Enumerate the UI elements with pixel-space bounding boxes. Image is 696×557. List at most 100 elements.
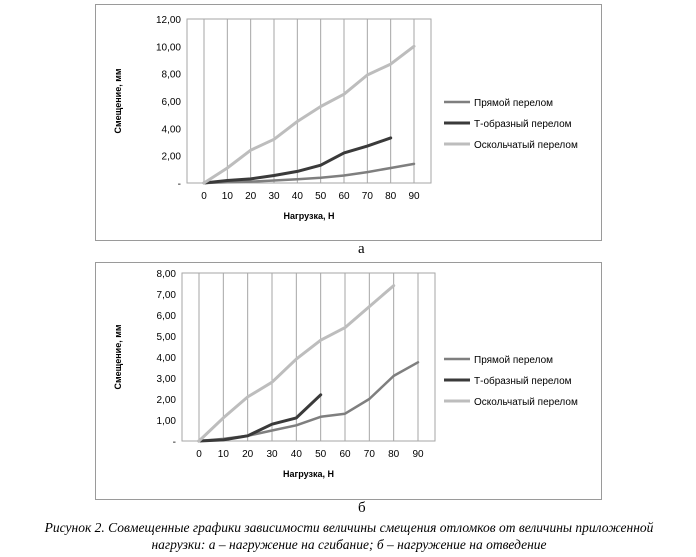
chart-1-legend-label-0: Прямой перелом bbox=[474, 355, 553, 366]
chart-0-y-tick-label: - bbox=[178, 179, 181, 190]
chart-1-y-tick-label: 4,00 bbox=[157, 353, 177, 364]
chart-0-y-axis-label: Смещение, мм bbox=[113, 68, 123, 133]
chart-1-series-2-point-0 bbox=[198, 440, 200, 442]
chart-0-series-0-point-8 bbox=[389, 167, 392, 169]
chart-0-series-2-point-9 bbox=[413, 45, 415, 48]
chart-0-series-1-point-7 bbox=[366, 145, 369, 147]
chart-0-series-2-point-4 bbox=[296, 120, 299, 123]
chart-0-series-0-point-7 bbox=[366, 171, 369, 173]
chart-0-x-tick-label: 90 bbox=[408, 191, 420, 202]
chart-0-series-2-point-2 bbox=[249, 149, 252, 151]
chart-1-x-tick-label: 30 bbox=[266, 449, 278, 460]
chart-1-x-tick-label: 0 bbox=[196, 449, 202, 460]
chart-0-plot-frame bbox=[186, 18, 432, 184]
chart-0-series-1-point-3 bbox=[273, 174, 275, 177]
chart-1-y-tick-label: 3,00 bbox=[157, 374, 177, 385]
chart-0-series-1-point-1 bbox=[226, 179, 229, 182]
chart-0-series-1-point-6 bbox=[343, 152, 345, 154]
chart-0-x-tick-label: 80 bbox=[385, 191, 397, 202]
chart-0-legend-label-2: Оскольчатый перелом bbox=[474, 140, 578, 151]
chart-1-x-tick-label: 20 bbox=[242, 449, 254, 460]
chart-1-x-tick-label: 40 bbox=[291, 449, 303, 460]
chart-1-y-tick-label: - bbox=[173, 437, 176, 448]
chart-0-x-tick-label: 30 bbox=[268, 191, 280, 202]
chart-0-y-tick-label: 10,00 bbox=[156, 42, 181, 53]
chart-0-series-0-point-3 bbox=[273, 179, 275, 182]
chart-0-series-0-point-5 bbox=[319, 177, 322, 179]
chart-0-x-tick-label: 70 bbox=[362, 191, 374, 202]
chart-1-series-line-1 bbox=[197, 393, 323, 443]
figure-caption-line-2: нагрузки: а – нагружение на сгибание; б … bbox=[151, 537, 547, 552]
chart-0-x-tick-label: 20 bbox=[245, 191, 257, 202]
chart-1-series-0-point-8 bbox=[392, 375, 395, 377]
chart-1-x-tick-label: 70 bbox=[364, 449, 376, 460]
chart-0-series-2-point-6 bbox=[343, 93, 345, 95]
chart-1-series-2-point-8 bbox=[392, 284, 395, 287]
chart-1-y-tick-label: 2,00 bbox=[157, 395, 177, 406]
chart-1-series-2-point-6 bbox=[344, 326, 346, 329]
chart-0-x-tick-label: 10 bbox=[222, 191, 234, 202]
chart-0-series-1-point-5 bbox=[319, 164, 322, 167]
chart-0-x-tick-label: 40 bbox=[292, 191, 304, 202]
chart-1-y-tick-label: 5,00 bbox=[157, 332, 177, 343]
panel-b-label: б bbox=[358, 500, 366, 516]
chart-1-series-2-point-2 bbox=[246, 396, 249, 398]
chart-0-x-tick-label: 60 bbox=[338, 191, 350, 202]
chart-0-y-tick-label: 6,00 bbox=[162, 97, 182, 108]
chart-1-series-0-point-5 bbox=[319, 416, 322, 418]
chart-1-y-axis-label: Смещение, мм bbox=[113, 324, 123, 389]
chart-1-series-2-point-3 bbox=[271, 381, 273, 383]
chart-0-y-tick-label: 4,00 bbox=[162, 124, 182, 135]
chart-1-x-tick-label: 50 bbox=[315, 449, 327, 460]
chart-0-series-line-0 bbox=[202, 162, 416, 185]
chart-1-legend-label-1: Т-образный перелом bbox=[474, 375, 572, 387]
chart-1-x-tick-label: 60 bbox=[339, 449, 351, 460]
chart-0-x-tick-label: 0 bbox=[201, 191, 207, 202]
chart-1-series-1-point-3 bbox=[271, 423, 273, 425]
chart-0-series-2-point-0 bbox=[203, 182, 205, 184]
chart-0-y-tick-label: 8,00 bbox=[162, 70, 182, 81]
chart-1-series-1-point-1 bbox=[222, 439, 225, 441]
chart-1-series-0-point-3 bbox=[271, 429, 273, 432]
chart-0-series-2-point-7 bbox=[366, 74, 369, 76]
chart-1-series-1-point-4 bbox=[295, 417, 298, 419]
chart-b-svg: - 1,00 2,00 3,00 4,00 5,00 6,00 7,00 8,00 0 10 20 30… bbox=[113, 269, 578, 479]
chart-0-series-line-2 bbox=[202, 44, 416, 185]
chart-0-series-2-point-1 bbox=[226, 167, 229, 169]
chart-1-x-tick-label: 80 bbox=[388, 449, 400, 460]
chart-1-x-tick-label: 90 bbox=[412, 449, 424, 460]
chart-1-y-tick-label: 1,00 bbox=[157, 416, 177, 427]
chart-1-series-1-point-2 bbox=[246, 434, 249, 437]
chart-0-x-axis-label: Нагрузка, Н bbox=[283, 211, 334, 221]
chart-0-legend-label-1: Т-образный перелом bbox=[474, 118, 572, 130]
chart-1-series-2-point-1 bbox=[222, 417, 225, 419]
chart-1-series-0-point-7 bbox=[368, 398, 371, 400]
chart-0-series-1-point-4 bbox=[296, 170, 299, 173]
chart-1-series-0-point-4 bbox=[295, 424, 298, 427]
chart-1-plot-frame bbox=[181, 272, 436, 442]
chart-0-series-0-point-9 bbox=[413, 163, 415, 165]
chart-1-legend-label-2: Оскольчатый перелом bbox=[474, 397, 578, 408]
chart-a-svg: - 2,00 4,00 6,00 8,00 10,00 12,00 0 10 20 30 40 50 60… bbox=[113, 15, 578, 221]
chart-1-series-2-point-7 bbox=[368, 305, 371, 308]
chart-1-series-line-0 bbox=[197, 361, 420, 443]
chart-1-x-tick-label: 10 bbox=[218, 449, 230, 460]
chart-1-series-2-point-4 bbox=[295, 358, 298, 360]
chart-1-series-1-point-5 bbox=[319, 394, 322, 396]
chart-0-series-2-point-5 bbox=[319, 105, 322, 108]
panel-a-label: а bbox=[358, 241, 365, 257]
chart-0-series-2-point-3 bbox=[273, 138, 275, 141]
chart-0-series-0-point-6 bbox=[343, 174, 345, 177]
chart-panel-b: - 1,00 2,00 3,00 4,00 5,00 6,00 7,00 8,00 0 10 20 30… bbox=[95, 262, 602, 500]
chart-1-y-tick-label: 7,00 bbox=[157, 290, 177, 301]
chart-panel-a: - 2,00 4,00 6,00 8,00 10,00 12,00 0 10 20 30 40 50 60… bbox=[95, 4, 602, 241]
chart-1-series-0-point-9 bbox=[417, 361, 419, 364]
chart-0-legend-label-0: Прямой перелом bbox=[474, 98, 553, 109]
chart-0-x-tick-label: 50 bbox=[315, 191, 327, 202]
chart-0-y-tick-label: 12,00 bbox=[156, 15, 181, 26]
chart-1-series-0-point-6 bbox=[344, 412, 346, 415]
chart-0-series-0-point-4 bbox=[296, 178, 299, 180]
chart-1-y-tick-label: 8,00 bbox=[157, 269, 177, 280]
chart-0-series-1-point-2 bbox=[249, 178, 252, 180]
chart-0-series-2-point-8 bbox=[389, 63, 392, 65]
